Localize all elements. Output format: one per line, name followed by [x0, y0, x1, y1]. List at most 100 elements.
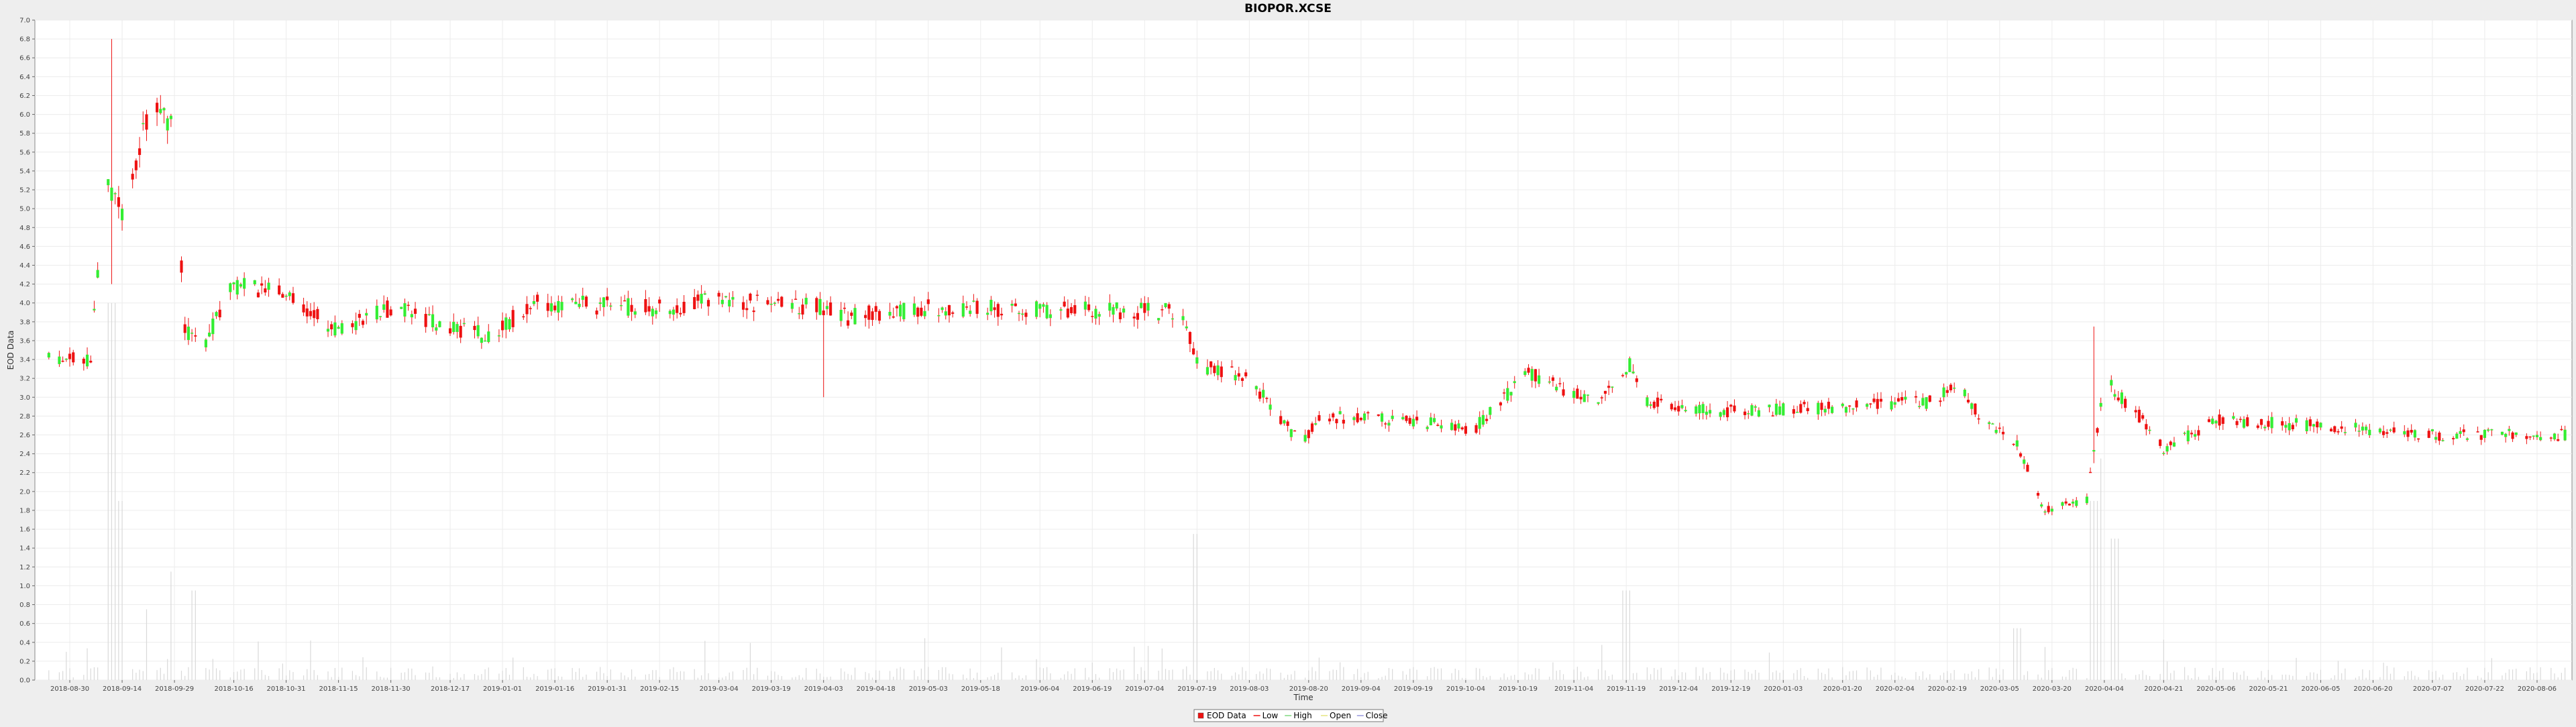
volume-bar [1856, 670, 1858, 680]
volume-bar [557, 676, 559, 680]
candle-body [232, 282, 235, 284]
candle-body [2479, 435, 2483, 440]
candle-body [1841, 403, 1844, 406]
volume-bar [1597, 669, 1599, 680]
candle-body [965, 306, 969, 308]
candle-body [2392, 427, 2396, 433]
volume-bar [205, 667, 207, 680]
volume-bar [900, 667, 901, 680]
candle-body [745, 308, 749, 311]
candle-body [1464, 426, 1467, 434]
candle-body [1928, 395, 1931, 402]
volume-bar [1999, 674, 2000, 680]
candle-body [2410, 430, 2413, 433]
candle-body [1974, 403, 1977, 414]
candle-body [804, 298, 808, 304]
candle-body [1286, 421, 1289, 427]
candle-body [1621, 375, 1625, 376]
candle-body [867, 305, 871, 320]
candle-body [354, 321, 358, 331]
volume-bar [1064, 674, 1065, 680]
candle-body [1146, 302, 1150, 311]
volume-bar [1259, 671, 1260, 680]
candle-body [557, 300, 560, 313]
volume-bar [826, 677, 828, 680]
volume-bar [282, 663, 283, 680]
candle-body [1069, 306, 1073, 313]
volume-bar [180, 671, 182, 680]
y-tick-label: 0.4 [19, 639, 30, 647]
candle-body [2019, 453, 2023, 457]
volume-bar [2526, 671, 2527, 680]
candle-body [996, 304, 1000, 317]
candle-body [142, 123, 145, 125]
volume-bar [1939, 675, 1941, 680]
volume-bar [474, 673, 476, 680]
volume-bar [1943, 672, 1945, 680]
candle-body [2557, 439, 2560, 441]
candle-body [72, 352, 75, 363]
candle-body [389, 309, 392, 316]
candle-body [2417, 438, 2420, 440]
candle-body [169, 115, 172, 119]
candle-body [2072, 501, 2075, 504]
volume-bar [132, 669, 133, 680]
candle-body [1063, 301, 1066, 306]
candle-body [1527, 368, 1530, 373]
candle-body [1411, 418, 1415, 427]
volume-bar [1650, 674, 1652, 680]
candle-body [1988, 422, 1991, 425]
candle-body [113, 193, 117, 194]
candle-body [504, 317, 508, 330]
volume-bar [229, 677, 231, 680]
candle-body [2413, 430, 2416, 438]
candle-body [1262, 390, 1265, 398]
volume-bar [2341, 673, 2343, 680]
candle-body [1754, 406, 1757, 408]
candle-body [895, 306, 899, 309]
legend-entry: Low [1263, 711, 1279, 720]
candle-body [1433, 418, 1436, 423]
volume-bar [725, 676, 727, 680]
y-tick-label: 0.0 [19, 677, 30, 685]
candle-body [2068, 504, 2071, 506]
candle-body [260, 283, 264, 286]
candle-body [1872, 398, 1876, 402]
volume-bar [209, 669, 210, 680]
x-tick-label: 2020-01-03 [1764, 685, 1803, 693]
volume-bar [1584, 677, 1585, 680]
candle-body [2124, 398, 2127, 408]
candle-body [1332, 413, 1335, 418]
volume-bar [327, 671, 329, 680]
x-tick-label: 2019-05-18 [961, 685, 1000, 693]
candle-body [400, 306, 403, 309]
candle-body [1314, 423, 1318, 425]
y-tick-label: 6.4 [19, 74, 30, 81]
candle-body [1230, 366, 1234, 368]
candle-body [1848, 405, 1851, 407]
volume-bar [1807, 677, 1809, 680]
volume-bar [184, 675, 186, 680]
candle-body [1562, 389, 1565, 396]
candle-body [2085, 496, 2088, 504]
volume-bar [1576, 667, 1578, 680]
volume-bar [1929, 674, 1931, 680]
volume-bar [987, 677, 988, 680]
volume-bar [2334, 675, 2335, 680]
volume-bar [2243, 671, 2245, 680]
candle-body [1977, 418, 1980, 420]
volume-bar [1123, 669, 1124, 680]
candle-body [679, 313, 682, 315]
volume-bar [1636, 673, 1638, 680]
volume-bar [2271, 675, 2273, 680]
volume-bar [893, 677, 894, 680]
candle-body [1582, 394, 1586, 402]
candle-body [720, 300, 724, 304]
volume-bar [2041, 677, 2042, 680]
volume-bar [896, 668, 898, 680]
volume-bar [2194, 667, 2196, 680]
candle-body [1866, 404, 1869, 407]
candle-body [1747, 413, 1750, 414]
candle-body [1366, 412, 1370, 414]
candle-body [2036, 493, 2040, 496]
